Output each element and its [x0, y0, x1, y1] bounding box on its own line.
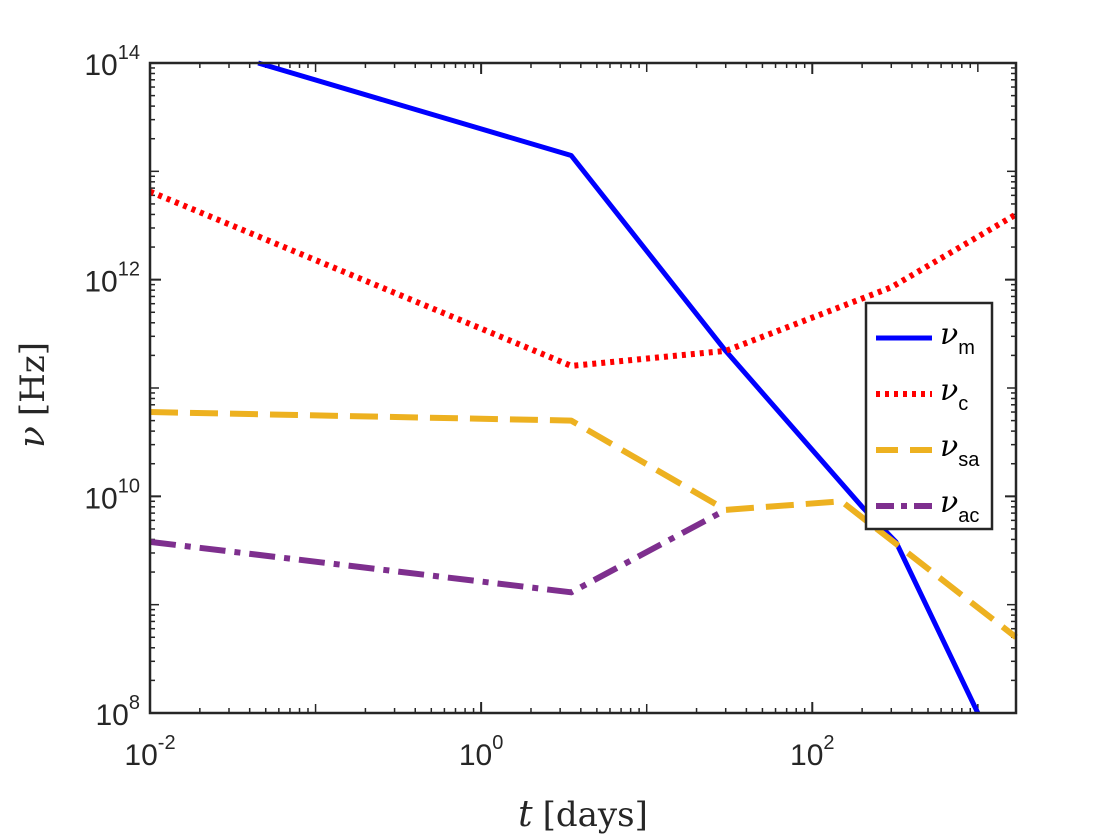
legend-label-sa: νsa: [940, 429, 980, 471]
y-tick-label: 1012: [84, 259, 140, 299]
y-axis-title: ν[Hz]: [12, 342, 53, 448]
plot-area-frame: [148, 61, 1018, 715]
series-line-sa: [149, 409, 1018, 640]
x-axis-title: t [days]: [518, 794, 648, 835]
series-line-m: [257, 60, 981, 715]
series-line-ac: [149, 507, 728, 596]
major-ticks: [149, 62, 1016, 714]
legend-label-m: νm: [940, 317, 975, 359]
tick-labels: 10-2 100 102 108 1010 1012 1014: [84, 42, 834, 772]
y-tick-label: 1010: [84, 475, 140, 515]
x-tick-label: 10-2: [124, 732, 175, 772]
x-tick-label: 100: [459, 732, 504, 772]
legend-box: [864, 301, 994, 531]
legend-label-c: νc: [940, 373, 968, 415]
x-tick-label: 102: [790, 732, 835, 772]
y-tick-label: 1014: [84, 42, 140, 82]
legend-label-ac: νac: [940, 485, 979, 527]
legend-entries: νm νc νsa νac: [876, 317, 980, 527]
y-tick-label: 108: [96, 692, 141, 732]
series-lines: [148, 60, 1018, 715]
legend: νm νc νsa νac: [864, 301, 994, 531]
